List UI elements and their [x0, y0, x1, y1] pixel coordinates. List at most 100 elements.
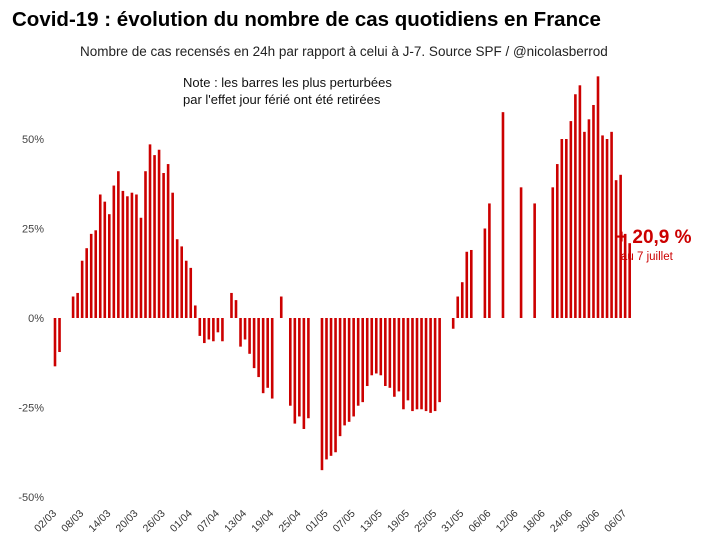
bar [243, 318, 247, 340]
bar [325, 318, 328, 460]
bar [533, 203, 536, 318]
bar [166, 164, 170, 318]
bar [162, 173, 165, 318]
chart-title: Covid-19 : évolution du nombre de cas qu… [12, 8, 601, 31]
bar [601, 135, 604, 318]
bar [261, 318, 265, 394]
bar [198, 318, 202, 336]
bar [58, 318, 61, 353]
bar [587, 119, 591, 318]
bar [157, 149, 161, 318]
x-tick-label: 13/05 [358, 508, 385, 533]
bar [583, 131, 586, 318]
bar [153, 155, 156, 318]
x-tick-label: 07/04 [195, 508, 222, 533]
bar [76, 292, 79, 318]
bar [605, 139, 609, 318]
bar [465, 251, 469, 318]
note-line-1: Note : les barres les plus perturbées [183, 75, 392, 90]
x-tick-label: 13/04 [222, 508, 249, 533]
bar [112, 185, 116, 318]
bar [234, 300, 238, 318]
bar [266, 318, 269, 388]
bar [334, 318, 337, 453]
bar [148, 144, 152, 318]
bar [361, 318, 364, 403]
bar [438, 318, 441, 403]
x-tick-label: 30/06 [575, 508, 602, 533]
bar [393, 318, 396, 397]
bar [356, 318, 360, 406]
bar [216, 318, 220, 333]
bar [135, 194, 138, 318]
bar [203, 318, 206, 344]
bar [307, 318, 310, 419]
bar [470, 249, 473, 318]
bar [420, 318, 423, 410]
bar [460, 282, 464, 318]
bar [574, 94, 577, 318]
bar [212, 318, 215, 342]
x-tick-label: 26/03 [141, 508, 168, 533]
bar [89, 233, 93, 318]
x-tick-label: 06/07 [602, 508, 629, 533]
bar [343, 318, 346, 426]
bar [248, 318, 251, 354]
bar [80, 260, 84, 318]
bar [338, 318, 342, 437]
x-tick-label: 01/05 [304, 508, 331, 533]
bar [130, 192, 134, 318]
bar [483, 228, 487, 318]
bar [384, 318, 387, 387]
x-tick-label: 24/06 [548, 508, 575, 533]
bar [623, 233, 627, 318]
bar [289, 318, 292, 406]
x-tick-label: 01/04 [168, 508, 195, 533]
y-tick-label: -50% [18, 492, 44, 504]
bar [388, 318, 392, 388]
x-tick-label: 25/05 [412, 508, 439, 533]
bar [501, 112, 505, 319]
latest-value-date: au 7 juillet [621, 251, 673, 263]
y-tick-label: 25% [22, 224, 44, 236]
bar [239, 318, 242, 347]
bar [451, 318, 455, 329]
bar [406, 318, 410, 401]
bar [252, 318, 256, 369]
bar [329, 318, 333, 456]
bar [424, 318, 428, 412]
x-tick-label: 14/03 [86, 508, 113, 533]
x-tick-label: 18/06 [521, 508, 548, 533]
bar [352, 318, 355, 417]
bar [411, 318, 414, 412]
bar [560, 139, 564, 318]
x-tick-label: 12/06 [494, 508, 521, 533]
bar [619, 174, 622, 318]
bar [257, 318, 260, 378]
y-tick-label: 50% [22, 134, 44, 146]
bar [302, 318, 306, 429]
bar [108, 214, 111, 318]
note-line-2: par l'effet jour férié ont été retirées [183, 92, 381, 107]
bar [433, 318, 437, 412]
bar [293, 318, 297, 424]
bar [98, 194, 102, 318]
bar [139, 217, 143, 318]
bar [184, 260, 188, 318]
bar [456, 296, 460, 318]
bar [175, 239, 179, 318]
bar [402, 318, 405, 410]
x-tick-label: 02/03 [32, 508, 59, 533]
bar [379, 318, 383, 376]
bar [347, 318, 351, 422]
x-tick-label: 19/04 [249, 508, 276, 533]
bar [429, 318, 432, 413]
bar [230, 292, 233, 318]
bar [85, 248, 88, 318]
bar [397, 318, 401, 392]
bar [270, 318, 274, 399]
chart-subtitle: Nombre de cas recensés en 24h par rappor… [80, 44, 608, 59]
x-tick-label: 25/04 [276, 508, 303, 533]
bar [415, 318, 419, 410]
